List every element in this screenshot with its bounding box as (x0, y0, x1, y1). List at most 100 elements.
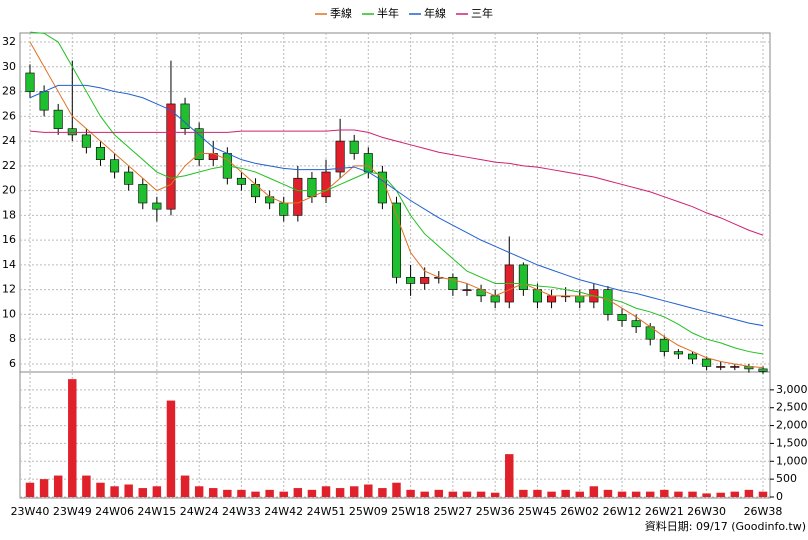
volume-bar (406, 489, 415, 497)
volume-bar (702, 493, 711, 497)
candle-body (124, 171, 134, 185)
x-tick-label: 25W36 (476, 505, 515, 518)
volume-bar (617, 491, 627, 497)
y2-tick-label: 1,000 (776, 454, 808, 467)
y-tick-label: 32 (2, 35, 16, 48)
volume-bar (180, 475, 190, 497)
volume-bar (744, 489, 754, 497)
candle-body (673, 351, 683, 355)
candle-body (138, 184, 148, 204)
x-tick-label: 26W02 (560, 505, 599, 518)
volume-bar (688, 491, 697, 497)
volume-bar (349, 486, 359, 497)
volume-bar (307, 489, 317, 497)
candle-body (166, 103, 176, 210)
y-tick-label: 20 (2, 184, 16, 197)
y-tick-label: 18 (2, 208, 16, 221)
source-note: 資料日期: 09/17 (Goodinfo.tw) (645, 519, 806, 533)
y-tick-label: 24 (2, 134, 16, 147)
candle-body (659, 338, 669, 352)
candle-body (730, 366, 740, 368)
candle-body (293, 177, 303, 216)
y2-tick-label: 1,500 (776, 436, 808, 449)
volume-bar (505, 454, 514, 497)
volume-bar (251, 491, 260, 497)
x-tick-label: 25W45 (518, 505, 557, 518)
volume-bar (110, 486, 119, 497)
legend-label: 年線 (424, 6, 446, 20)
y2-tick-label: 0 (776, 490, 783, 503)
candle-body (617, 314, 627, 321)
candle-body (25, 72, 35, 92)
y-tick-label: 16 (2, 233, 16, 246)
candle-body (547, 295, 557, 303)
volume-bar (321, 486, 331, 497)
x-tick-label: 24W51 (307, 505, 346, 518)
volume-bar (589, 486, 599, 497)
candle-body (687, 353, 698, 360)
candle-body (490, 295, 500, 303)
volume-bar (68, 379, 77, 497)
volume-bar (674, 491, 683, 497)
volume-bar (96, 482, 105, 497)
volume-bar (561, 489, 570, 497)
candle-body (702, 358, 712, 367)
y2-tick-label: 3,000 (776, 383, 808, 396)
volume-bar (575, 491, 584, 497)
candle-body (180, 103, 190, 130)
y-tick-label: 10 (2, 307, 16, 320)
volume-bar (448, 491, 458, 497)
volume-bar (279, 491, 288, 497)
volume-bar (82, 475, 91, 497)
volume-bar (166, 400, 176, 497)
ma-line (29, 84, 764, 327)
candle-body (391, 202, 402, 278)
y-tick-label: 22 (2, 159, 16, 172)
candle-body (532, 289, 542, 303)
volume-bar (631, 491, 641, 497)
volume-bar (293, 488, 303, 497)
candle-body (518, 264, 528, 290)
volume-bar (237, 489, 246, 497)
candle-body (251, 184, 261, 198)
y-tick-label: 12 (2, 283, 16, 296)
volume-bar (462, 491, 472, 497)
candle-body (335, 140, 345, 173)
volume-bar (533, 489, 542, 497)
volume-bar (434, 489, 444, 497)
candle-body (307, 177, 317, 198)
candle-body (236, 177, 246, 185)
volume-bar (138, 488, 147, 497)
volume-bar (603, 489, 613, 497)
volume-bar (223, 489, 232, 497)
y-tick-label: 30 (2, 60, 16, 73)
candle-body (53, 109, 63, 130)
candle-body (279, 202, 289, 216)
candle-body (758, 368, 768, 372)
y-tick-label: 6 (9, 357, 16, 370)
volume-bar (265, 489, 274, 497)
candle-body (603, 289, 613, 315)
candle-body (152, 202, 162, 210)
volume-bar (194, 486, 204, 497)
x-tick-label: 26W21 (645, 505, 684, 518)
volume-bar (152, 486, 162, 497)
candle-body (575, 295, 585, 303)
volume-bar (364, 484, 373, 497)
candle-body (110, 159, 120, 173)
volume-bar (335, 488, 345, 497)
candle-body (377, 171, 387, 204)
y-tick-label: 26 (2, 109, 16, 122)
candle-body (321, 171, 331, 198)
volume-bar (39, 479, 49, 497)
volume-bar (646, 491, 655, 497)
legend-label: 三年 (471, 6, 493, 20)
volume-bar (25, 482, 35, 497)
y-tick-label: 14 (2, 258, 16, 271)
candle-body (81, 134, 91, 148)
candle-body (194, 128, 204, 160)
x-tick-label: 26W12 (603, 505, 642, 518)
x-tick-label: 24W42 (264, 505, 303, 518)
x-tick-label: 24W06 (95, 505, 134, 518)
x-tick-label: 24W24 (180, 505, 219, 518)
